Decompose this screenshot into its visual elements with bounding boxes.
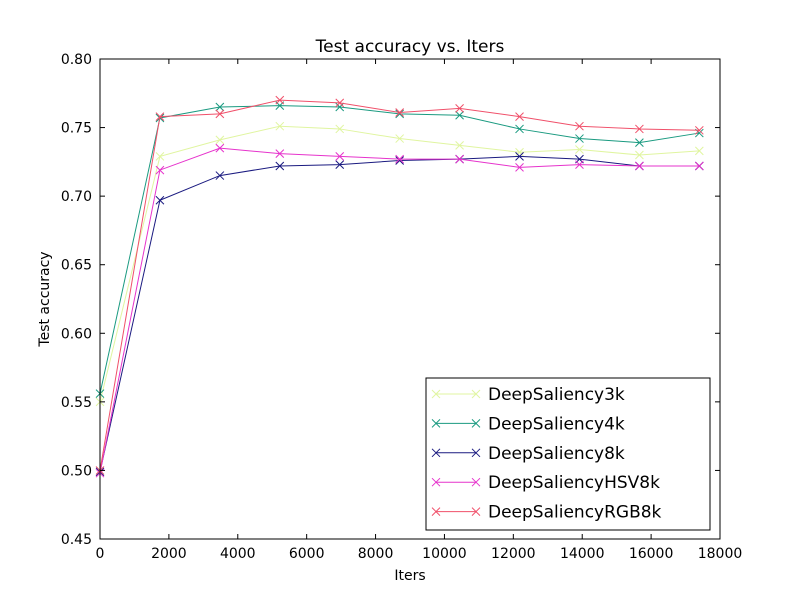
- x-tick-label: 8000: [358, 546, 394, 562]
- x-tick-label: 16000: [629, 546, 674, 562]
- legend-marker: [431, 389, 441, 399]
- y-tick-label: 0.50: [61, 463, 92, 479]
- legend: DeepSaliency3k DeepSaliency4k DeepSaliency…: [425, 377, 711, 531]
- series-DeepSaliency3k: [95, 121, 704, 407]
- legend-marker: [471, 448, 481, 458]
- legend-marker: [471, 507, 481, 516]
- data-point: [275, 121, 285, 131]
- series-DeepSaliency4k: [95, 101, 704, 398]
- data-point: [395, 108, 405, 117]
- legend-item: DeepSaliency4k: [431, 414, 625, 434]
- ticks-layer: 0 2000 4000 6000 8000 10000 12000 14000 16000 180…: [61, 52, 742, 562]
- data-point: [575, 145, 584, 154]
- legend-marker: [471, 419, 481, 428]
- legend-label: DeepSaliency8k: [488, 444, 625, 464]
- x-tick-label: 2000: [151, 546, 187, 562]
- x-tick-label: 4000: [220, 546, 256, 562]
- data-point: [455, 141, 464, 150]
- data-point: [215, 109, 225, 119]
- chart-title: Test accuracy vs. Iters: [315, 37, 505, 57]
- legend-item: DeepSaliencyHSV8k: [431, 473, 660, 493]
- y-tick-label: 0.45: [61, 532, 92, 548]
- data-point: [635, 138, 644, 148]
- data-point: [155, 152, 165, 161]
- data-point: [155, 165, 165, 175]
- data-point: [395, 156, 405, 165]
- legend-marker: [431, 507, 441, 516]
- legend-item: DeepSaliencyRGB8k: [431, 503, 662, 523]
- legend-label: DeepSaliencyRGB8k: [488, 503, 662, 523]
- y-tick-label: 0.65: [61, 258, 92, 274]
- data-point: [575, 121, 584, 131]
- data-point: [215, 143, 225, 153]
- data-point: [694, 125, 704, 135]
- data-point: [155, 112, 165, 121]
- series-DeepSaliencyRGB8k: [95, 95, 704, 475]
- y-tick-label: 0.60: [61, 326, 92, 342]
- data-point: [275, 161, 285, 171]
- data-point: [395, 154, 405, 164]
- data-point: [215, 135, 225, 145]
- data-point: [395, 134, 405, 143]
- x-tick-label: 10000: [422, 546, 467, 562]
- legend-label: DeepSaliency4k: [488, 414, 625, 434]
- data-point: [515, 162, 524, 172]
- data-point: [694, 146, 704, 156]
- legend-marker: [471, 477, 481, 487]
- data-point: [515, 147, 524, 157]
- x-tick-label: 6000: [289, 546, 325, 562]
- data-point: [575, 134, 584, 143]
- data-point: [515, 112, 524, 121]
- legend-box: [425, 377, 711, 531]
- data-point: [275, 95, 285, 105]
- data-point: [215, 102, 225, 112]
- legend-label: DeepSaliency3k: [488, 385, 625, 405]
- data-point: [515, 152, 524, 161]
- data-point: [635, 124, 644, 134]
- series-line: [99, 105, 700, 394]
- x-axis-label: Iters: [394, 568, 425, 584]
- data-point: [335, 152, 345, 161]
- data-point: [575, 160, 584, 169]
- data-point: [455, 104, 464, 113]
- data-point: [335, 160, 345, 169]
- legend-marker: [431, 419, 441, 428]
- data-point: [335, 124, 345, 134]
- data-point: [694, 161, 704, 171]
- y-tick-label: 0.70: [61, 189, 92, 205]
- data-point: [215, 171, 225, 180]
- y-tick-label: 0.55: [61, 395, 92, 411]
- series-DeepSaliencyHSV8k: [95, 143, 704, 478]
- x-tick-label: 12000: [491, 546, 536, 562]
- data-point: [395, 109, 405, 119]
- x-tick-label: 18000: [698, 546, 743, 562]
- legend-item: DeepSaliency3k: [431, 385, 625, 405]
- series-line: [99, 125, 700, 402]
- legend-marker: [431, 448, 441, 458]
- y-tick-label: 0.75: [61, 121, 92, 137]
- x-tick-label: 14000: [560, 546, 605, 562]
- data-point: [155, 195, 165, 205]
- data-point: [635, 150, 644, 160]
- plot-frame: [99, 58, 721, 540]
- series-layer: [95, 95, 704, 478]
- data-point: [455, 110, 464, 120]
- data-point: [335, 102, 345, 112]
- y-axis-label: Test accuracy: [37, 251, 53, 347]
- data-point: [275, 149, 285, 158]
- legend-item: DeepSaliency8k: [431, 444, 625, 464]
- data-point: [635, 161, 644, 171]
- data-point: [455, 154, 464, 164]
- y-tick-label: 0.80: [61, 52, 92, 68]
- legend-label: DeepSaliencyHSV8k: [488, 473, 660, 493]
- legend-marker: [471, 389, 481, 399]
- data-point: [515, 124, 524, 134]
- x-tick-label: 0: [96, 546, 105, 562]
- legend-marker: [431, 477, 441, 487]
- data-point: [335, 98, 345, 108]
